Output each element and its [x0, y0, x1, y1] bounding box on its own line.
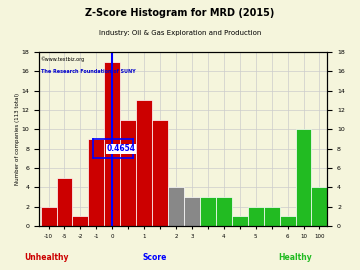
- Bar: [89, 139, 104, 226]
- Bar: [168, 187, 184, 226]
- Text: ©www.textbiz.org: ©www.textbiz.org: [41, 56, 85, 62]
- Text: The Research Foundation of SUNY: The Research Foundation of SUNY: [41, 69, 135, 73]
- Bar: [120, 120, 136, 226]
- Bar: [232, 217, 248, 226]
- Bar: [184, 197, 200, 226]
- Bar: [104, 62, 120, 226]
- Y-axis label: Number of companies (113 total): Number of companies (113 total): [15, 93, 20, 185]
- Text: Score: Score: [143, 253, 167, 262]
- Text: Unhealthy: Unhealthy: [24, 253, 69, 262]
- Bar: [200, 197, 216, 226]
- Text: Z-Score Histogram for MRD (2015): Z-Score Histogram for MRD (2015): [85, 8, 275, 18]
- Bar: [248, 207, 264, 226]
- Text: Healthy: Healthy: [278, 253, 312, 262]
- Bar: [216, 197, 232, 226]
- Bar: [311, 187, 327, 226]
- Bar: [280, 217, 296, 226]
- Bar: [136, 100, 152, 226]
- Bar: [41, 207, 57, 226]
- Bar: [152, 120, 168, 226]
- Bar: [264, 207, 280, 226]
- Bar: [72, 217, 89, 226]
- Bar: [296, 129, 311, 226]
- Text: Industry: Oil & Gas Exploration and Production: Industry: Oil & Gas Exploration and Prod…: [99, 30, 261, 36]
- Text: 0.4654: 0.4654: [107, 144, 136, 153]
- Bar: [57, 178, 72, 226]
